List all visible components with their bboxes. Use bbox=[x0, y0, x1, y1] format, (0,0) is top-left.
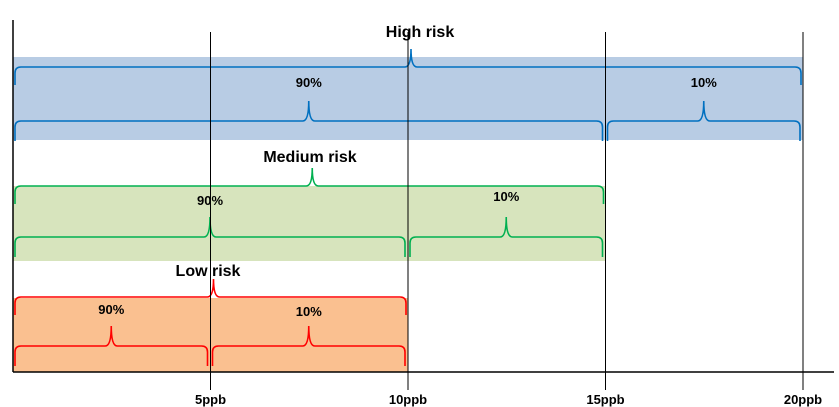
diagram-labels: High risk 90% 10% Medium risk 90% 10% Low risk… bbox=[98, 24, 822, 407]
segment-label-low-1: 10% bbox=[296, 304, 322, 319]
tick-label-15ppb: 15ppb bbox=[586, 392, 624, 407]
band-brace-medium bbox=[14, 167, 605, 204]
segment-label-high-1: 10% bbox=[691, 75, 717, 90]
segment-brace-low-0 bbox=[14, 325, 209, 366]
band-title-low: Low risk bbox=[176, 263, 241, 280]
ppb-axis bbox=[12, 20, 834, 390]
segment-label-medium-0: 90% bbox=[197, 193, 223, 208]
segment-brace-low-1 bbox=[211, 325, 406, 366]
tick-label-10ppb: 10ppb bbox=[389, 392, 427, 407]
band-title-medium: Medium risk bbox=[263, 149, 356, 166]
band-brace-low bbox=[14, 278, 407, 315]
segment-label-medium-1: 10% bbox=[493, 189, 519, 204]
tick-label-5ppb: 5ppb bbox=[195, 392, 226, 407]
band-brace-high bbox=[14, 48, 802, 85]
tick-label-20ppb: 20ppb bbox=[784, 392, 822, 407]
segment-label-low-0: 90% bbox=[98, 302, 124, 317]
segment-brace-high-0 bbox=[14, 100, 604, 141]
segment-brace-medium-1 bbox=[409, 216, 604, 257]
segment-brace-high-1 bbox=[606, 100, 801, 141]
band-title-high: High risk bbox=[386, 24, 455, 41]
segment-label-high-0: 90% bbox=[296, 75, 322, 90]
